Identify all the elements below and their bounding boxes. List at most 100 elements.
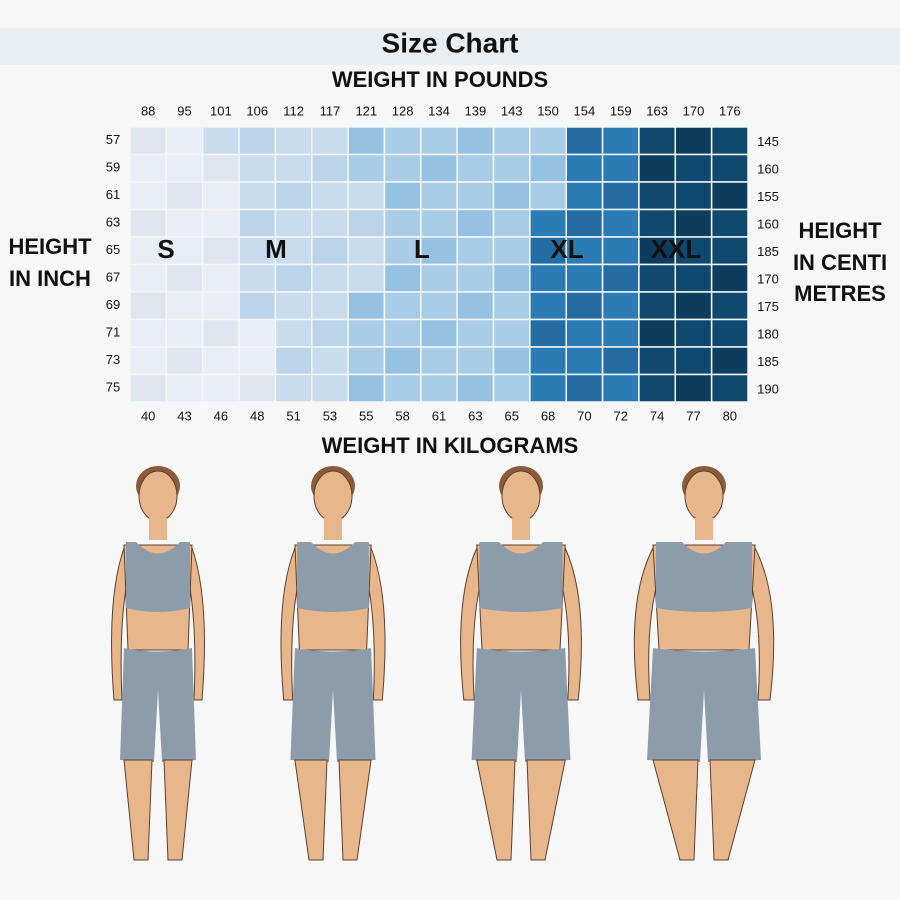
cm-label: 185 (757, 244, 779, 259)
grid-cell (674, 126, 713, 156)
grid-cell (274, 208, 313, 238)
grid-cell (420, 291, 458, 321)
pound-label: 134 (428, 103, 450, 118)
grid-cell (674, 263, 713, 293)
grid-cell (565, 208, 604, 238)
grid-cell (456, 236, 495, 266)
cm-label: 185 (757, 354, 779, 369)
grid-cell (201, 126, 240, 156)
grid-cell (347, 291, 386, 321)
top-axis-label: WEIGHT IN POUNDS (332, 67, 548, 92)
grid-cell (565, 236, 604, 266)
grid-cell (638, 346, 677, 376)
inch-label: 71 (106, 325, 120, 340)
left-axis-label: IN INCH (9, 266, 91, 291)
grid-cell (456, 208, 495, 238)
grid-cell (383, 263, 422, 293)
head (501, 470, 541, 522)
grid-cell (710, 346, 749, 376)
kilogram-label: 55 (359, 408, 373, 423)
shorts (647, 648, 761, 762)
grid-cell (383, 126, 422, 156)
grid-cell (638, 126, 677, 156)
grid-cell (311, 346, 349, 376)
pound-label: 163 (646, 103, 668, 118)
grid-cell (674, 291, 713, 321)
inch-label: 57 (106, 132, 120, 147)
grid-cell (492, 181, 531, 211)
grid-cell (420, 153, 458, 183)
sports-top (479, 542, 563, 612)
cm-label: 175 (757, 299, 779, 314)
size-label: XL (550, 234, 583, 264)
grid-cell (201, 181, 240, 211)
body-figure (111, 466, 205, 861)
grid-cell (165, 153, 204, 183)
grid-cell (383, 153, 422, 183)
grid-cell (238, 263, 277, 293)
grid-cell (710, 263, 749, 293)
grid-cell (347, 181, 386, 211)
grid-cell (529, 346, 567, 376)
grid-cell (274, 373, 313, 403)
grid-cell (638, 208, 677, 238)
body-figures (111, 466, 775, 861)
grid-cell (274, 318, 313, 348)
cm-label: 170 (757, 272, 779, 287)
grid-cell (165, 373, 204, 403)
grid-cell (201, 236, 240, 266)
grid-cell (456, 181, 495, 211)
leg (338, 759, 372, 861)
grid-cell (601, 153, 640, 183)
cm-label: 180 (757, 327, 779, 342)
grid-labels: 88 95 101 106 112 117 121 128 134 139 143 150 154 159… (106, 103, 779, 423)
grid-cell (710, 236, 749, 266)
leg (652, 759, 699, 861)
kilogram-label: 40 (141, 408, 155, 423)
grid-cell (529, 318, 567, 348)
grid-cell (492, 318, 531, 348)
leg (526, 759, 566, 861)
grid-cell (420, 373, 458, 403)
grid-cell (420, 236, 458, 266)
grid-cell (238, 318, 277, 348)
grid-cell (201, 291, 240, 321)
grid-cell (165, 318, 204, 348)
grid-cell (311, 208, 349, 238)
grid-cell (347, 318, 386, 348)
grid-cell (638, 153, 677, 183)
shorts (120, 648, 196, 762)
kilogram-label: 65 (504, 408, 518, 423)
grid-cell (529, 263, 567, 293)
kilogram-label: 72 (614, 408, 628, 423)
grid-cell (492, 373, 531, 403)
grid-cell (420, 181, 458, 211)
grid-cell (420, 263, 458, 293)
grid-cell (420, 318, 458, 348)
leg (123, 759, 153, 861)
grid-cell (420, 208, 458, 238)
grid-cell (347, 373, 386, 403)
grid-cell (383, 208, 422, 238)
pound-label: 88 (141, 103, 155, 118)
grid-cell (710, 318, 749, 348)
grid-cell (311, 263, 349, 293)
pound-label: 176 (719, 103, 741, 118)
body-figure (460, 466, 582, 861)
pound-label: 117 (320, 103, 341, 118)
grid-cell (565, 153, 604, 183)
bottom-axis-label: WEIGHT IN KILOGRAMS (322, 433, 579, 458)
neck (149, 518, 167, 540)
grid-cell (601, 291, 640, 321)
head (684, 470, 724, 522)
grid-cell (129, 291, 168, 321)
inch-label: 65 (106, 242, 120, 257)
grid-cell (529, 153, 567, 183)
size-label: M (265, 234, 287, 264)
grid-cell (383, 318, 422, 348)
pound-label: 106 (246, 103, 268, 118)
grid-cell (129, 181, 168, 211)
grid-cell (274, 346, 313, 376)
grid-cell (238, 291, 277, 321)
kilogram-label: 51 (286, 408, 300, 423)
